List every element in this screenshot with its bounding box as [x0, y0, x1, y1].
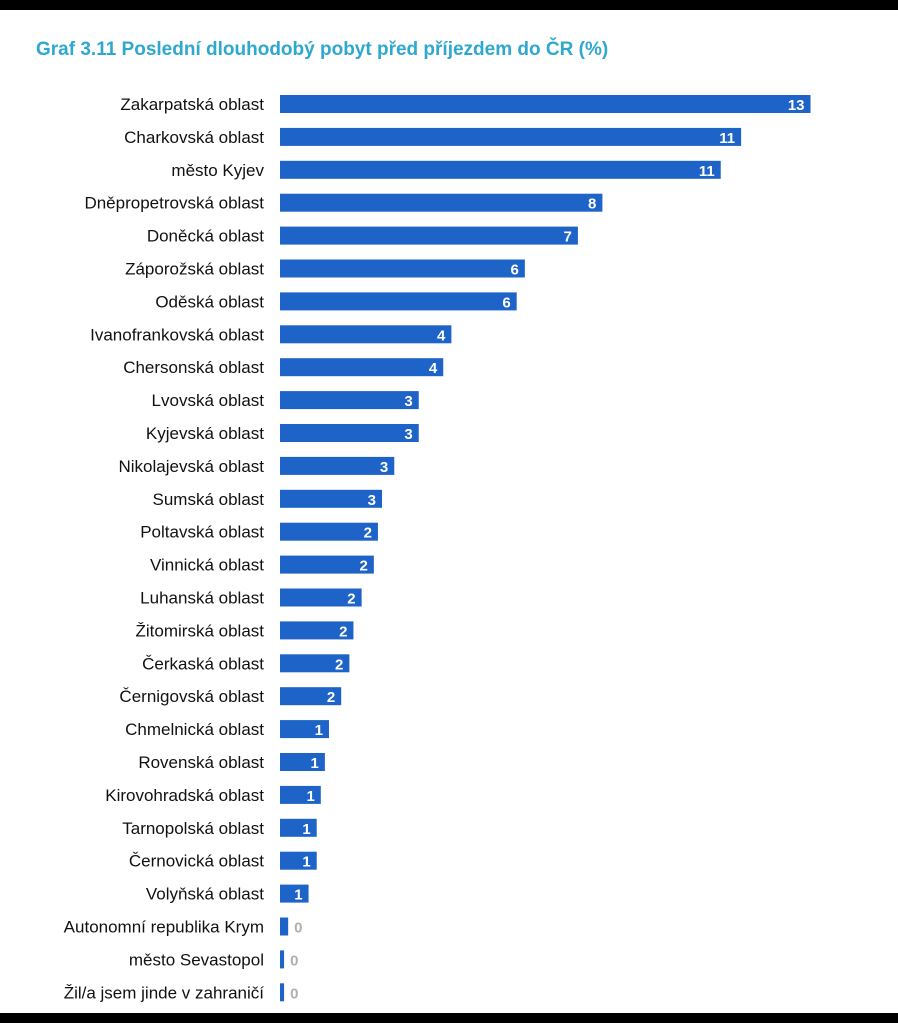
bar: [280, 950, 285, 969]
bar: [280, 424, 419, 442]
value-label: 1: [302, 854, 310, 871]
category-label: Ivanofrankovská oblast: [90, 325, 264, 344]
bar: [280, 127, 742, 146]
bar: [280, 292, 517, 311]
value-label: 6: [511, 262, 519, 279]
category-label: Poltavská oblast: [140, 523, 264, 542]
category-label: Nikolajevská oblast: [118, 457, 264, 476]
category-label: Lvovská oblast: [152, 391, 265, 410]
value-label: 4: [437, 327, 446, 344]
bar: [280, 884, 309, 903]
value-label: 3: [368, 492, 376, 509]
category-label: Oděská oblast: [155, 292, 264, 311]
category-label: Sumská oblast: [153, 490, 265, 509]
bar: [280, 95, 811, 113]
category-label: město Sevastopol: [129, 950, 264, 969]
value-label: 11: [699, 163, 715, 180]
category-label: Doněcká oblast: [147, 227, 264, 246]
value-label: 2: [327, 689, 335, 706]
value-label: 0: [290, 952, 298, 969]
value-label: 2: [335, 656, 343, 673]
bar: [280, 983, 285, 1002]
value-label: 1: [306, 788, 314, 805]
bar: [280, 621, 354, 640]
category-label: Černovická oblast: [129, 852, 264, 871]
value-label: 4: [429, 360, 438, 377]
value-label: 1: [315, 722, 323, 739]
value-label: 13: [788, 97, 805, 114]
category-label: Autonomní republika Krym: [64, 918, 264, 937]
value-label: 8: [588, 196, 596, 213]
category-label: Chmelnická oblast: [125, 720, 264, 739]
bar: [280, 753, 325, 771]
category-label: město Kyjev: [171, 161, 264, 180]
bar: [280, 851, 317, 870]
bar: [280, 259, 525, 278]
value-label: 3: [404, 426, 412, 443]
value-label: 7: [564, 229, 572, 246]
category-label: Luhanská oblast: [140, 589, 264, 608]
value-label: 0: [294, 920, 302, 937]
value-label: 6: [502, 294, 510, 311]
bar: [280, 917, 289, 936]
category-label: Žitomirská oblast: [136, 621, 265, 640]
value-label: 11: [719, 130, 735, 147]
bar: [280, 720, 329, 739]
category-label: Černigovská oblast: [119, 687, 264, 706]
bar: [280, 193, 603, 212]
category-label: Kyjevská oblast: [146, 424, 264, 443]
bar: [280, 588, 362, 607]
bar: [280, 522, 378, 541]
bar: [280, 654, 350, 673]
category-label: Dněpropetrovská oblast: [84, 194, 264, 213]
bar: [280, 818, 317, 837]
bar: [280, 555, 374, 574]
category-label: Tarnopolská oblast: [122, 819, 264, 838]
value-label: 2: [347, 591, 355, 608]
value-label: 1: [302, 821, 310, 838]
value-label: 2: [360, 558, 368, 575]
value-label: 2: [364, 525, 372, 542]
bar: [280, 391, 419, 410]
category-label: Chersonská oblast: [123, 358, 264, 377]
bar: [280, 785, 321, 804]
value-label: 1: [311, 755, 319, 772]
category-label: Kirovohradská oblast: [105, 786, 264, 805]
value-label: 3: [380, 459, 388, 476]
chart-title: Graf 3.11 Poslední dlouhodobý pobyt před…: [36, 39, 609, 60]
value-label: 1: [294, 887, 302, 904]
value-label: 2: [339, 623, 347, 640]
category-label: Rovenská oblast: [138, 753, 264, 772]
bar: [280, 489, 383, 508]
category-label: Čerkaská oblast: [142, 654, 264, 673]
bar: [280, 687, 342, 706]
category-label: Zakarpatská oblast: [120, 95, 264, 114]
value-label: 3: [404, 393, 412, 410]
category-label: Žil/a jsem jinde v zahraničí: [64, 983, 265, 1002]
category-label: Záporožská oblast: [125, 260, 264, 279]
category-label: Volyňská oblast: [146, 885, 264, 904]
bar: [280, 325, 452, 344]
category-label: Charkovská oblast: [124, 128, 264, 147]
bar: [280, 456, 395, 475]
bar: [280, 358, 444, 377]
bar: [280, 226, 578, 245]
bar: [280, 160, 721, 179]
category-label: Vinnická oblast: [150, 556, 264, 575]
value-label: 0: [290, 985, 298, 1002]
